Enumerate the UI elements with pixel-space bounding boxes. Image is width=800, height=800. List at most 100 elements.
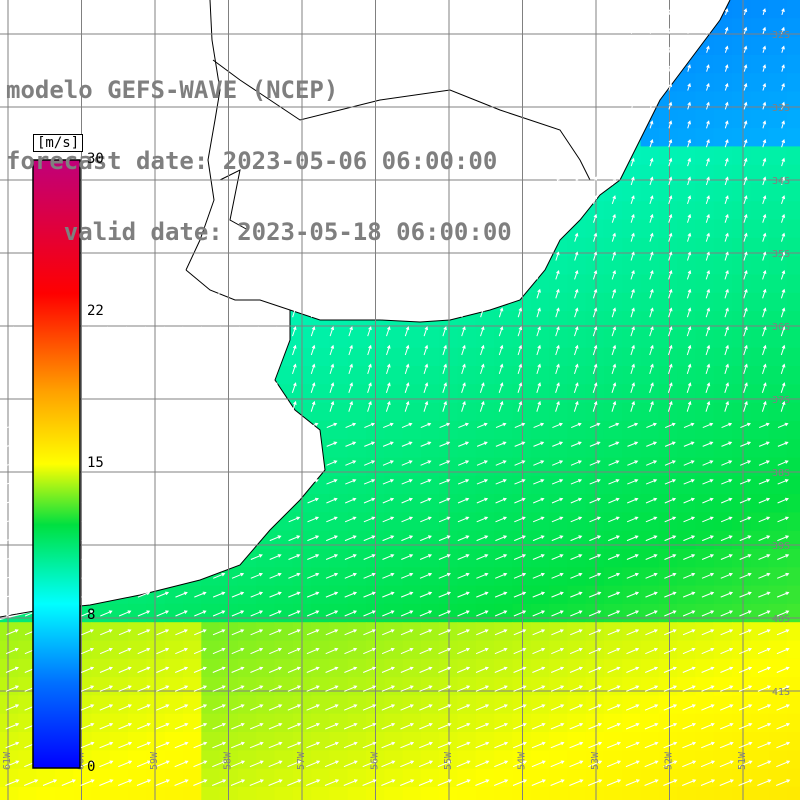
wind-arrow: [475, 779, 490, 786]
wind-speed-cell: [603, 402, 623, 422]
wind-arrow: [461, 382, 466, 393]
wind-speed-cell: [603, 201, 623, 221]
wind-arrow: [326, 516, 338, 523]
wind-arrow: [668, 26, 672, 34]
wind-arrow: [630, 307, 635, 318]
wind-arrow: [363, 572, 376, 579]
wind-arrow: [682, 704, 696, 711]
wind-speed-cell: [549, 256, 568, 275]
wind-arrow: [273, 307, 278, 318]
wind-arrow: [193, 779, 208, 786]
wind-arrow: [555, 195, 560, 205]
wind-speed-cell: [347, 567, 367, 587]
wind-arrow: [706, 64, 710, 72]
wind-arrow: [386, 307, 391, 318]
wind-arrow: [626, 535, 639, 542]
wind-arrow: [687, 251, 692, 261]
wind-speed-cell: [347, 530, 367, 550]
wind-arrow: [179, 382, 184, 393]
wind-speed-cell: [201, 768, 221, 788]
wind-speed-cell: [329, 732, 349, 751]
wind-arrow: [724, 251, 729, 261]
wind-speed-cell: [585, 640, 605, 660]
wind-speed-cell: [512, 329, 532, 349]
wind-speed-cell: [603, 366, 623, 385]
wind-speed-cell: [475, 713, 495, 733]
wind-arrow: [705, 288, 711, 299]
wind-speed-cell: [549, 384, 568, 404]
wind-arrow: [758, 535, 771, 542]
wind-arrow: [345, 460, 357, 466]
wind-arrow: [386, 344, 391, 356]
wind-arrow: [457, 535, 470, 542]
wind-arrow: [381, 760, 396, 768]
wind-speed-cell: [274, 549, 294, 568]
wind-arrow: [512, 760, 528, 768]
wind-speed-cell: [128, 786, 147, 800]
longitude-label: 55W: [443, 751, 454, 770]
wind-speed-cell: [201, 750, 221, 770]
wind-arrow: [611, 195, 616, 205]
wind-arrow: [776, 685, 790, 692]
wind-arrow: [438, 704, 452, 711]
wind-speed-cell: [603, 439, 623, 458]
wind-arrow: [724, 138, 729, 148]
wind-arrow: [758, 441, 770, 447]
wind-speed-cell: [750, 329, 770, 349]
wind-arrow: [649, 64, 654, 72]
wind-speed-cell: [494, 457, 513, 477]
wind-arrow: [193, 760, 208, 768]
wind-speed-cell: [311, 549, 330, 568]
wind-arrow: [306, 741, 321, 749]
wind-arrow: [231, 685, 245, 692]
wind-speed-cell: [347, 786, 367, 800]
wind-arrow: [757, 779, 772, 786]
wind-arrow: [288, 516, 301, 523]
wind-arrow: [292, 326, 297, 337]
wind-speed-cell: [786, 54, 800, 74]
wind-arrow: [364, 441, 376, 447]
wind-speed-cell: [713, 750, 733, 770]
wind-speed-cell: [0, 750, 19, 770]
wind-speed-cell: [384, 622, 404, 641]
wind-arrow: [382, 591, 395, 598]
wind-arrow: [81, 516, 94, 523]
wind-arrow: [100, 535, 113, 542]
wind-arrow: [551, 591, 564, 598]
wind-arrow: [668, 307, 673, 318]
wind-arrow: [724, 307, 729, 318]
wind-arrow: [551, 629, 564, 636]
wind-speed-cell: [164, 713, 184, 733]
wind-speed-cell: [603, 622, 623, 641]
wind-speed-cell: [494, 420, 513, 440]
wind-speed-cell: [713, 384, 733, 404]
wind-speed-cell: [457, 347, 477, 367]
wind-arrow: [81, 629, 94, 636]
wind-arrow: [287, 779, 302, 786]
wind-speed-cell: [274, 713, 294, 733]
wind-arrow: [739, 516, 752, 523]
wind-arrow: [667, 382, 673, 393]
wind-arrow: [780, 288, 786, 299]
wind-arrow: [420, 460, 432, 466]
wind-speed-cell: [732, 750, 751, 770]
wind-arrow: [724, 326, 729, 337]
wind-arrow: [757, 685, 772, 692]
wind-speed-cell: [475, 366, 495, 385]
wind-arrow: [663, 647, 677, 655]
wind-arrow: [517, 326, 523, 337]
wind-speed-cell: [768, 311, 788, 330]
colorbar-tick-label: 15: [87, 455, 104, 471]
wind-arrow: [345, 479, 357, 485]
wind-speed-cell: [695, 402, 715, 422]
wind-speed-cell: [402, 475, 422, 495]
wind-speed-cell: [768, 695, 788, 715]
wind-arrow: [288, 460, 300, 466]
wind-arrow: [738, 741, 753, 749]
wind-arrow: [288, 572, 301, 579]
wind-speed-cell: [549, 439, 568, 458]
wind-speed-cell: [713, 237, 733, 257]
wind-speed-cell: [622, 512, 641, 532]
wind-speed-cell: [183, 786, 202, 800]
wind-arrow: [724, 26, 729, 34]
